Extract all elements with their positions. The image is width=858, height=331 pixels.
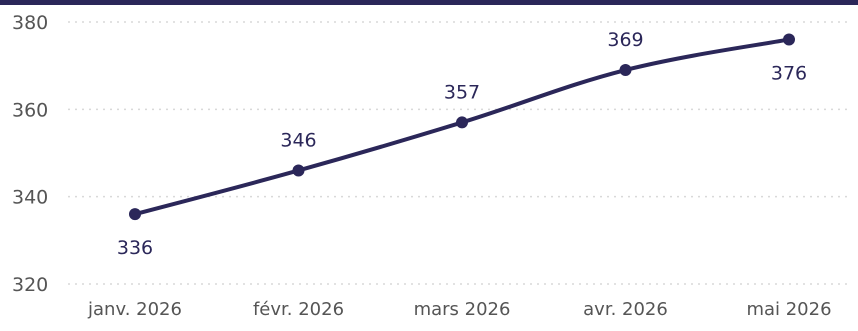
data-point [619,64,632,77]
y-tick-label: 380 [12,12,48,34]
x-tick-label: févr. 2026 [253,299,344,320]
top-accent-bar [0,0,858,5]
data-point [129,208,141,221]
data-point [783,33,795,46]
x-tick-label: mars 2026 [414,299,511,320]
x-tick-label: janv. 2026 [87,299,182,320]
data-label: 376 [771,62,807,84]
data-label: 369 [607,29,643,51]
y-tick-label: 320 [12,274,48,296]
x-tick-label: avr. 2026 [583,299,668,320]
y-tick-label: 360 [12,99,48,121]
data-point [292,164,305,177]
y-tick-label: 340 [12,187,48,209]
data-label: 346 [280,129,316,151]
data-point [456,116,468,129]
x-tick-label: mai 2026 [746,299,831,320]
data-label: 336 [117,237,153,259]
data-label: 357 [444,81,480,103]
